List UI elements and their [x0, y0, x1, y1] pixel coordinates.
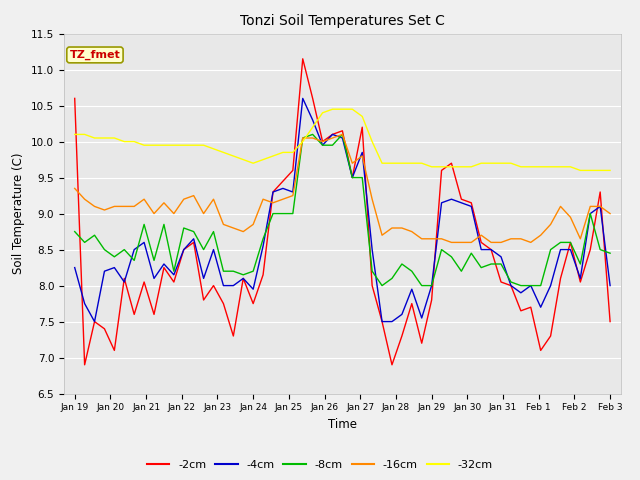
Legend: -2cm, -4cm, -8cm, -16cm, -32cm: -2cm, -4cm, -8cm, -16cm, -32cm	[143, 456, 497, 474]
Y-axis label: Soil Temperature (C): Soil Temperature (C)	[12, 153, 26, 275]
X-axis label: Time: Time	[328, 418, 357, 431]
Title: Tonzi Soil Temperatures Set C: Tonzi Soil Temperatures Set C	[240, 14, 445, 28]
Text: TZ_fmet: TZ_fmet	[70, 50, 120, 60]
